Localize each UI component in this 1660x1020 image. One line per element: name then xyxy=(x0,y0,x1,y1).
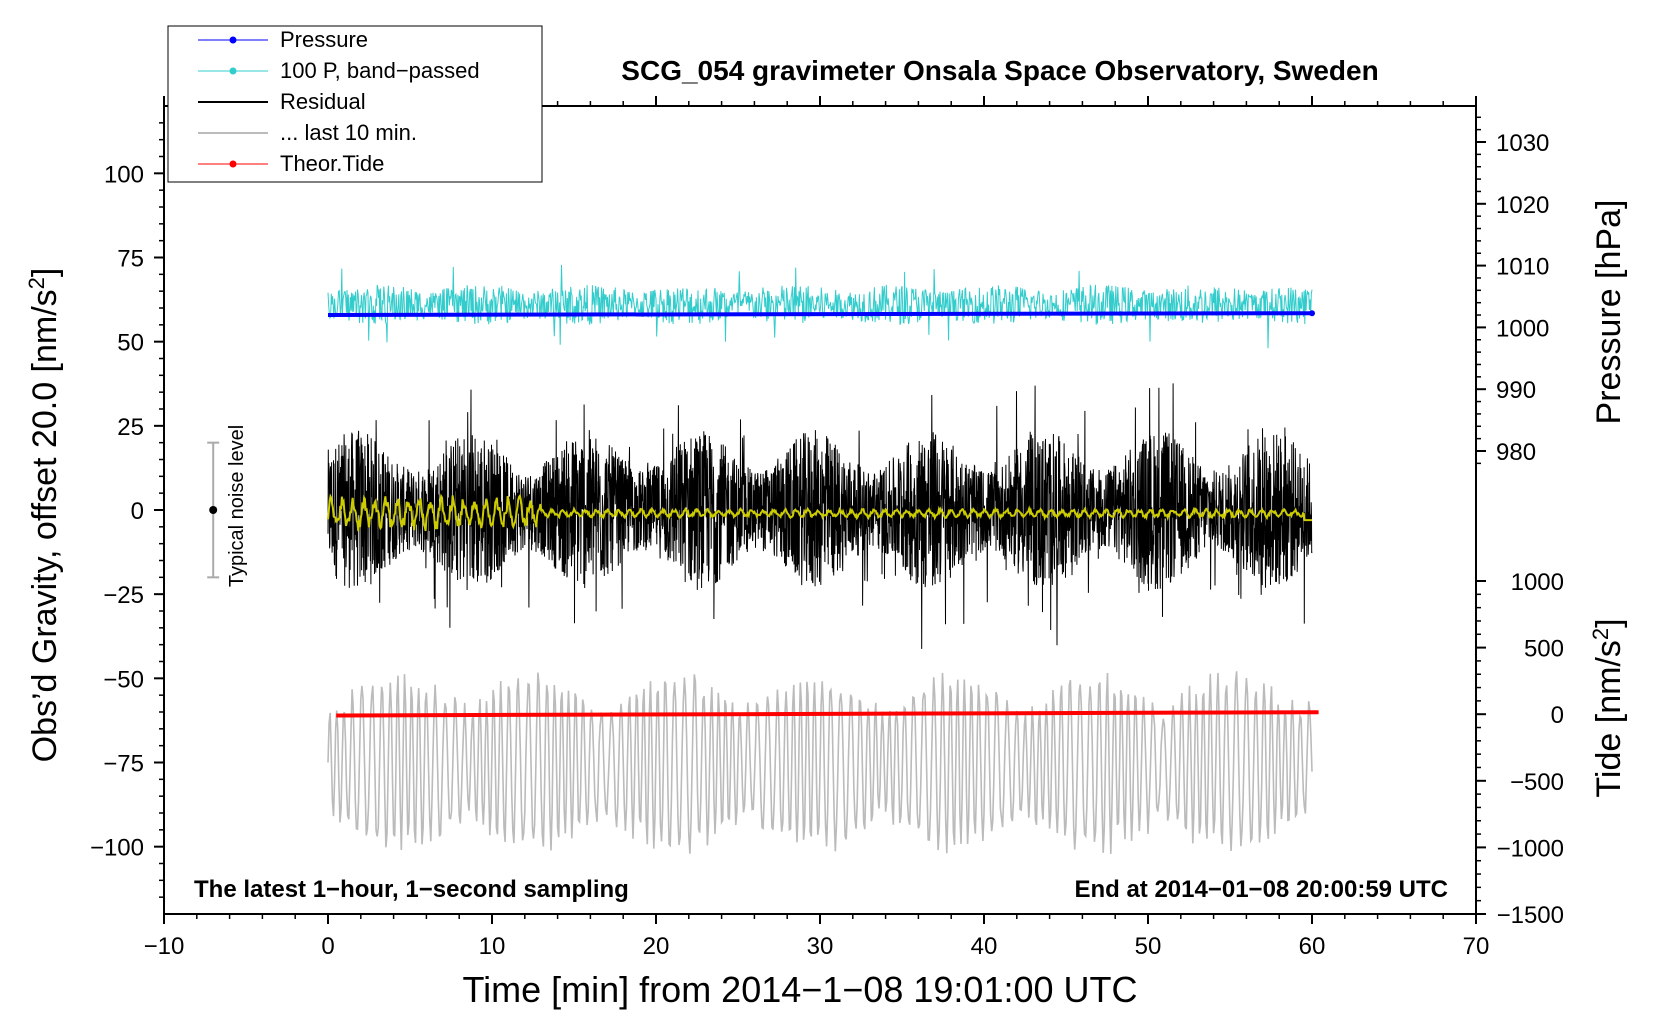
series-theoretical-tide xyxy=(336,710,1319,718)
legend-label: 100 P, band−passed xyxy=(280,58,480,83)
y-tick-label-pressure: 1000 xyxy=(1496,315,1549,342)
noise-bar-label: Typical noise level xyxy=(226,425,248,587)
y-tick-label-tide: 500 xyxy=(1524,636,1564,663)
y-axis-label-tide: Tide [nm/s2] xyxy=(1588,618,1628,797)
x-tick-label: −10 xyxy=(144,933,185,960)
y-tick-label-left: −50 xyxy=(103,666,144,693)
y-axis-label-pressure: Pressure [hPa] xyxy=(1590,200,1628,425)
y-tick-label-left: 25 xyxy=(117,414,144,441)
legend-label: Theor.Tide xyxy=(280,151,384,176)
y-tick-label-pressure: 990 xyxy=(1496,377,1536,404)
y-tick-label-tide: 1000 xyxy=(1511,569,1564,596)
chart-title: SCG_054 gravimeter Onsala Space Observat… xyxy=(621,55,1378,86)
x-tick-label: 40 xyxy=(971,933,998,960)
y-axis-label-left: Obs’d Gravity, offset 20.0 [nm/s2] xyxy=(24,268,64,763)
y-tick-label-tide: 0 xyxy=(1551,702,1564,729)
series-last-10-min xyxy=(327,671,1313,854)
y-tick-label-left: 50 xyxy=(117,330,144,357)
x-tick-label: 30 xyxy=(807,933,834,960)
y-tick-label-tide: −500 xyxy=(1510,769,1564,796)
noise-bar xyxy=(207,441,220,579)
x-tick-label: 0 xyxy=(321,933,334,960)
annotation-sampling: The latest 1−hour, 1−second sampling xyxy=(194,876,629,903)
y-tick-label-pressure: 1010 xyxy=(1496,254,1549,281)
legend-label: ... last 10 min. xyxy=(280,120,417,145)
noise-bar-dot xyxy=(209,506,218,514)
data-layer xyxy=(327,264,1319,854)
x-axis-label: Time [min] from 2014−1−08 19:01:00 UTC xyxy=(463,969,1138,1010)
legend-marker xyxy=(229,67,237,75)
x-tick-label: 20 xyxy=(643,933,670,960)
y-tick-label-tide: −1000 xyxy=(1497,835,1564,862)
series-pressure xyxy=(327,311,1313,317)
y-tick-label-left: −75 xyxy=(103,751,144,778)
x-tick-label: 50 xyxy=(1135,933,1162,960)
series-residual xyxy=(327,383,1313,649)
x-tick-label: 60 xyxy=(1299,933,1326,960)
legend-box xyxy=(167,25,543,183)
axes-layer: −10 0 10 20 30 40 50 60 701007550250−25−50−75−10… xyxy=(90,96,1564,960)
legend-label: Residual xyxy=(280,89,366,114)
legend-marker xyxy=(229,160,237,168)
series-pressure-bandpassed xyxy=(327,264,1313,349)
y-tick-label-tide: −1500 xyxy=(1497,902,1564,929)
y-tick-label-pressure: 980 xyxy=(1496,439,1536,466)
legend-label: Pressure xyxy=(280,27,368,52)
x-tick-label: 10 xyxy=(479,933,506,960)
y-tick-label-pressure: 1030 xyxy=(1496,130,1549,157)
pressure-end-marker xyxy=(1309,310,1315,317)
series-residual-smoothed xyxy=(327,493,1312,532)
legend: Pressure 100 P, band−passed Residual ... la… xyxy=(167,25,543,183)
y-tick-label-left: −100 xyxy=(90,835,144,862)
y-tick-label-left: 75 xyxy=(117,246,144,273)
x-tick-label: 70 xyxy=(1463,933,1490,960)
legend-marker xyxy=(229,36,237,44)
annotation-end-time: End at 2014−01−08 20:00:59 UTC xyxy=(1074,876,1448,903)
y-tick-label-pressure: 1020 xyxy=(1496,192,1549,219)
y-tick-label-left: −25 xyxy=(103,582,144,609)
y-tick-label-left: 0 xyxy=(131,498,144,525)
y-tick-label-left: 100 xyxy=(104,161,144,188)
